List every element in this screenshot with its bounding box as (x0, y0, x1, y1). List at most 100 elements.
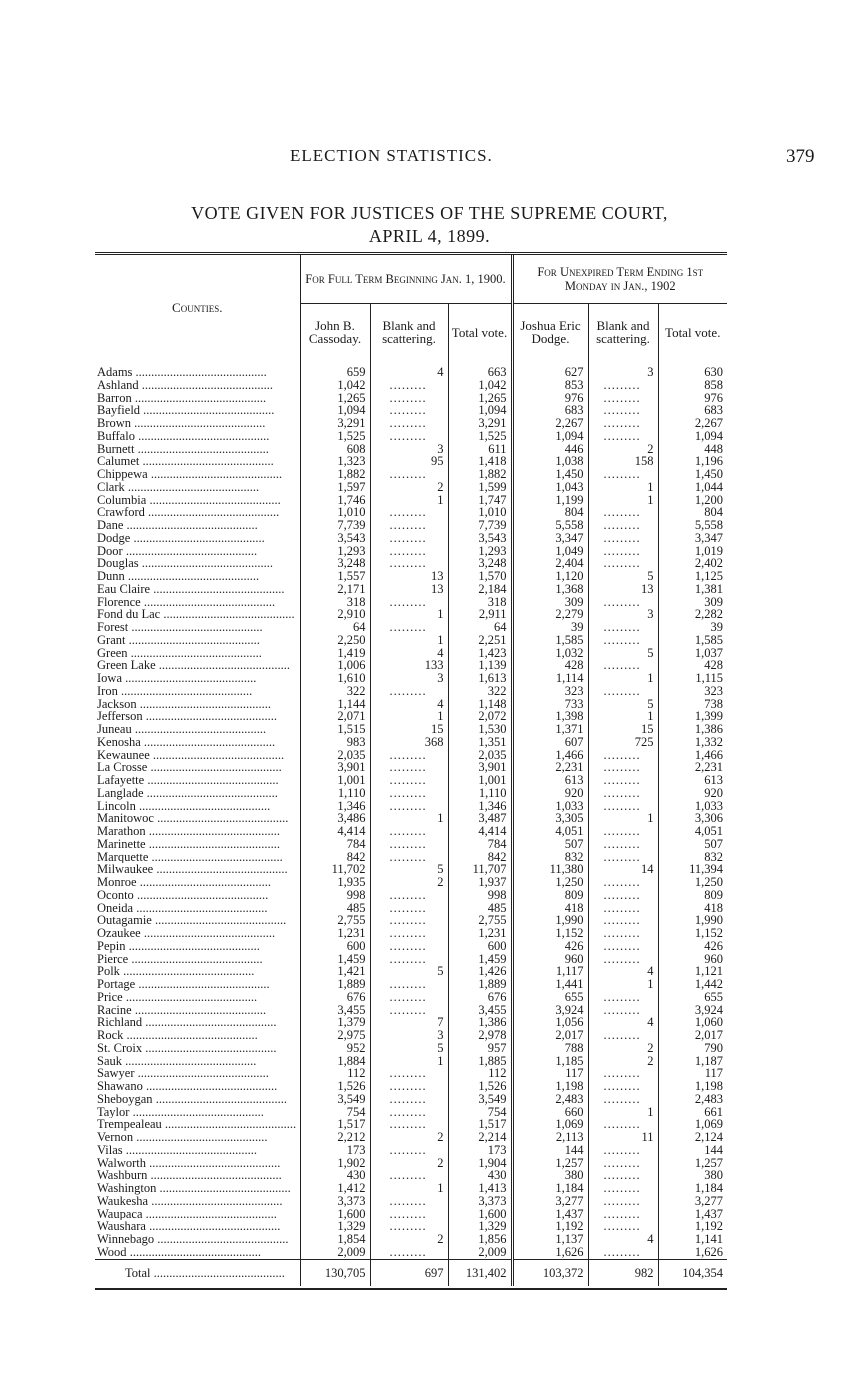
total-votes-unexpired: 3,306 (657, 812, 727, 825)
dodge-votes: 607 (510, 735, 588, 749)
dodge-votes: 627 (510, 360, 588, 379)
county-name: Grant (95, 634, 300, 647)
total-votes-full: 131,402 (447, 1258, 512, 1286)
cassoday-votes: 1,902 (299, 1156, 370, 1170)
blank-votes-full: 2 (369, 480, 448, 494)
blank-votes-full: 5 (369, 965, 448, 978)
blank-votes-full: 3 (369, 442, 448, 456)
cassoday-votes: 2,910 (299, 608, 370, 621)
dodge-votes: 1,117 (510, 965, 588, 978)
dodge-votes: 1,038 (510, 455, 588, 468)
blank-votes-full: 5 (369, 1041, 448, 1055)
cassoday-votes: 1,323 (299, 455, 370, 468)
county-name: La Crosse (95, 761, 300, 774)
cassoday-votes: 754 (299, 1105, 370, 1119)
cassoday-votes: 1,515 (299, 723, 370, 736)
cassoday-votes: 1,459 (299, 952, 370, 966)
full-term-header: For Full Term Beginning Jan. 1, 1900. (299, 255, 512, 304)
blank-votes-full (369, 544, 448, 558)
total-votes-full: 1,418 (447, 455, 512, 468)
total-votes-unexpired: 655 (657, 990, 727, 1004)
cassoday-votes: 998 (299, 888, 370, 902)
total-votes-full: 663 (447, 360, 512, 379)
blank-votes-unexpired: 725 (587, 735, 658, 749)
dodge-votes: 2,267 (510, 417, 588, 430)
dodge-votes: 733 (510, 697, 588, 711)
blank-votes-unexpired: 5 (587, 697, 658, 711)
total-votes-full: 1,110 (447, 786, 512, 800)
blank-votes-unexpired: 2 (587, 442, 658, 456)
total-votes-full: 3,487 (447, 812, 512, 825)
county-name: Buffalo (95, 430, 300, 443)
blank-votes-unexpired (587, 1118, 658, 1131)
total-votes-full: 1,423 (447, 646, 512, 660)
cassoday-votes: 2,755 (299, 914, 370, 927)
blank-votes-unexpired: 4 (587, 1233, 658, 1246)
table-row: Burnett60836114462448 (95, 442, 727, 456)
blank-votes-full: 4 (369, 697, 448, 711)
dodge-votes: 446 (510, 442, 588, 456)
col-header-cassoday: John B. Cassoday. (299, 303, 370, 360)
cassoday-votes: 1,231 (299, 927, 370, 940)
running-head: ELECTION STATISTICS. 379 (0, 146, 859, 167)
cassoday-votes: 2,212 (299, 1131, 370, 1144)
county-name: Chippewa (95, 468, 300, 481)
blank-votes-unexpired (587, 621, 658, 634)
total-votes-full: 957 (447, 1041, 512, 1055)
total-votes-unexpired: 1,184 (657, 1182, 727, 1195)
dodge-votes: 613 (510, 774, 588, 787)
total-votes-unexpired: 858 (657, 378, 727, 392)
county-name: Marinette (95, 838, 300, 851)
cassoday-votes: 2,975 (299, 1029, 370, 1042)
county-name: Waukesha (95, 1195, 300, 1208)
blank-votes-full (369, 825, 448, 838)
total-votes-unexpired: 1,037 (657, 646, 727, 660)
blank-votes-full (369, 506, 448, 519)
blank-votes-full: 4 (369, 646, 448, 660)
total-votes-full: 1,042 (447, 378, 512, 392)
blank-votes-full: 368 (369, 735, 448, 749)
blank-votes-unexpired (587, 417, 658, 430)
county-name: Green (95, 647, 300, 660)
total-votes-full: 1,010 (447, 506, 512, 519)
total-votes-unexpired: 1,990 (657, 914, 727, 927)
blank-votes-full (369, 901, 448, 915)
cassoday-votes: 2,009 (299, 1245, 370, 1259)
table-row: Adams65946636273630 (95, 360, 727, 379)
blank-votes-full: 2 (369, 1131, 448, 1144)
blank-votes-unexpired: 1 (587, 480, 658, 494)
blank-votes-unexpired: 2 (587, 1054, 658, 1068)
blank-votes-full (369, 888, 448, 902)
cassoday-votes: 676 (299, 990, 370, 1004)
blank-votes-full (369, 786, 448, 800)
blank-votes-full: 697 (369, 1258, 448, 1286)
total-votes-unexpired: 1,437 (657, 1207, 727, 1221)
total-votes-unexpired: 4,051 (657, 825, 727, 838)
cassoday-votes: 2,071 (299, 710, 370, 723)
cassoday-votes: 2,035 (299, 748, 370, 762)
total-votes-full: 1,904 (447, 1156, 512, 1170)
blank-votes-unexpired (587, 468, 658, 481)
total-votes-full: 1,426 (447, 965, 512, 978)
total-votes-full: 1,530 (447, 723, 512, 736)
total-votes-full: 1,329 (447, 1220, 512, 1233)
blank-votes-unexpired (587, 1169, 658, 1182)
total-votes-full: 3,373 (447, 1194, 512, 1208)
dodge-votes: 2,279 (510, 608, 588, 621)
blank-votes-unexpired: 3 (587, 360, 658, 379)
cassoday-votes: 1,525 (299, 429, 370, 443)
vote-table: Counties. For Full Term Beginning Jan. 1… (95, 252, 727, 1290)
total-votes-full: 3,549 (447, 1092, 512, 1106)
total-votes-unexpired: 1,033 (657, 799, 727, 813)
